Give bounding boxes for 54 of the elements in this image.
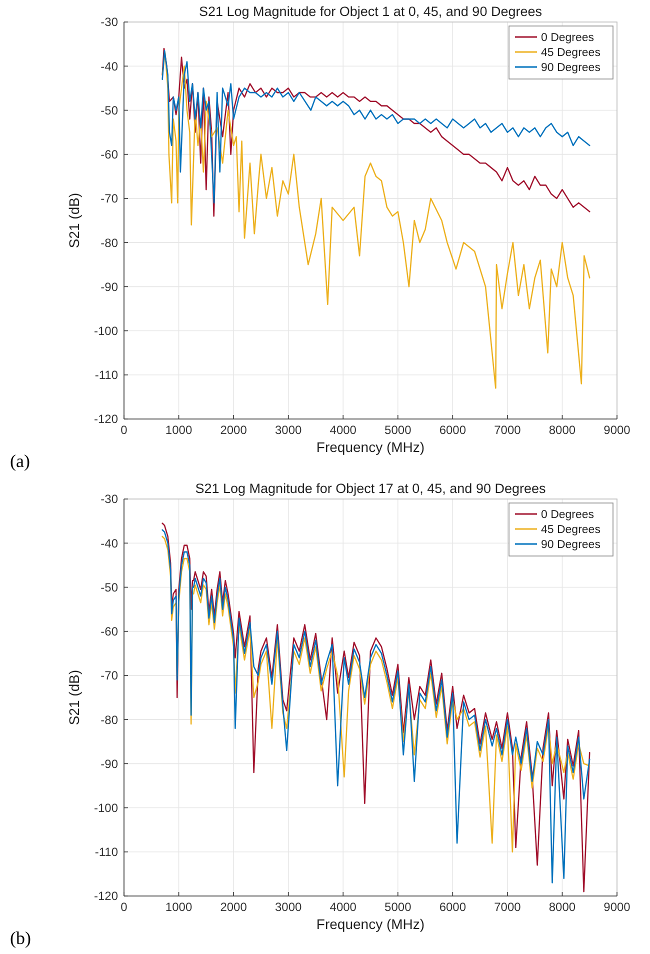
text: (a) (10, 451, 30, 471)
y-tick-label: -120 (94, 412, 118, 426)
x-tick-label: 3000 (274, 900, 302, 914)
x-tick-label: 1000 (165, 900, 192, 914)
x-tick-label: 8000 (548, 900, 576, 914)
y-tick-label: -100 (94, 324, 118, 338)
y-tick-label: -30 (100, 15, 118, 30)
y-tick-label: -60 (100, 624, 118, 639)
y-tick-label: -120 (94, 889, 118, 904)
legend-label: 90 Degrees (541, 62, 601, 74)
y-tick-label: -110 (94, 368, 118, 382)
x-axis-title: Frequency (MHz) (316, 916, 425, 932)
x-tick-label: 0 (120, 423, 128, 437)
x-tick-label: 6000 (439, 423, 466, 437)
y-tick-label: -100 (94, 800, 118, 815)
x-tick-label: 1000 (165, 423, 192, 437)
y-tick-label: -80 (100, 712, 118, 727)
y-tick-label: -30 (100, 492, 118, 506)
legend-label: 0 Degrees (541, 32, 594, 44)
x-tick-label: 4000 (330, 900, 357, 914)
legend-label: 45 Degrees (541, 47, 601, 60)
chart-title: S21 Log Magnitude for Object 1 at 0, 45, and 90 Degrees (199, 4, 542, 19)
x-tick-label: 2000 (220, 423, 248, 437)
x-tick-label: 7000 (494, 423, 522, 437)
y-axis-title: S21 (dB) (66, 192, 82, 248)
y-tick-label: -80 (100, 236, 118, 250)
x-tick-label: 2000 (220, 900, 248, 914)
y-tick-label: -70 (100, 192, 118, 206)
text: (b) (10, 928, 31, 948)
x-axis-title: Frequency (MHz) (316, 439, 425, 455)
y-tick-label: -50 (100, 103, 118, 118)
y-tick-label: -70 (100, 668, 118, 683)
y-tick-label: -40 (100, 59, 118, 74)
x-tick-label: 3000 (274, 423, 302, 437)
x-tick-label: 0 (120, 900, 128, 914)
legend-label: 90 Degrees (541, 539, 601, 552)
x-tick-label: 5000 (384, 900, 412, 914)
x-tick-label: 6000 (439, 900, 466, 914)
x-tick-label: 9000 (604, 900, 631, 914)
y-tick-label: -40 (100, 536, 118, 550)
legend-label: 0 Degrees (541, 509, 594, 522)
x-tick-label: 4000 (330, 423, 357, 437)
y-tick-label: -110 (94, 845, 118, 860)
x-tick-label: 9000 (604, 423, 631, 437)
x-tick-label: 5000 (384, 423, 412, 437)
x-tick-label: 7000 (494, 900, 522, 914)
y-tick-label: -60 (100, 148, 118, 162)
y-tick-label: -90 (100, 280, 118, 294)
chart-title: S21 Log Magnitude for Object 17 at 0, 45, and 90 Degrees (195, 481, 546, 496)
y-axis-title: S21 (dB) (66, 670, 82, 726)
x-tick-label: 8000 (548, 423, 576, 437)
y-tick-label: -90 (100, 756, 118, 771)
legend-label: 45 Degrees (541, 524, 601, 536)
y-tick-label: -50 (100, 580, 118, 594)
